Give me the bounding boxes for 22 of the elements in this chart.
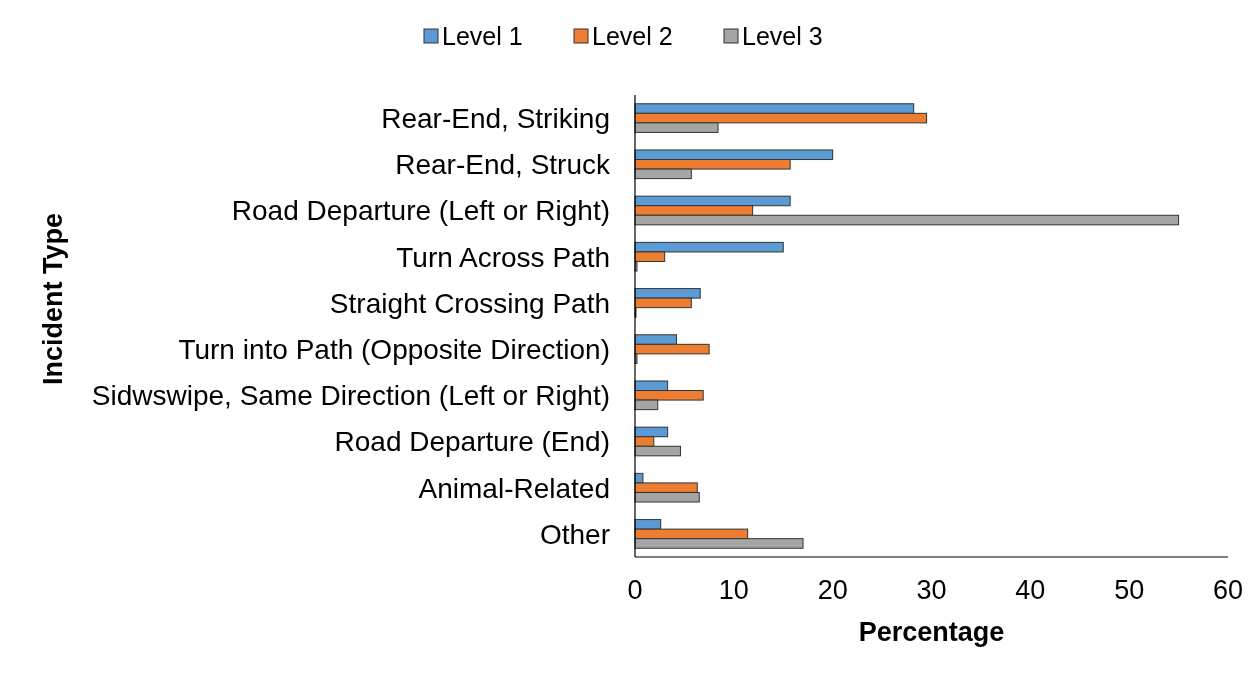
y-tick-label: Other (539, 518, 610, 550)
y-tick-label: Straight Crossing Path (329, 287, 610, 319)
y-tick-label: Rear-End, Struck (395, 149, 611, 181)
y-tick-label: Road Departure (End) (334, 426, 610, 458)
x-tick-label: 20 (817, 575, 848, 605)
y-tick-label: Animal-Related (418, 472, 610, 504)
legend-label: Level 3 (742, 21, 823, 50)
y-tick-label: Turn Across Path (396, 241, 610, 273)
x-tick-label: 10 (718, 575, 749, 605)
y-tick-label: Rear-End, Striking (381, 102, 610, 134)
x-tick-label: 0 (627, 575, 643, 605)
y-tick-label: Road Departure (Left or Right) (231, 195, 610, 227)
x-tick-label: 30 (916, 575, 947, 605)
y-axis-title: Incident Type (38, 212, 68, 386)
x-axis-title: Percentage (858, 617, 1005, 647)
y-tick-label: Turn into Path (Opposite Direction) (178, 333, 610, 365)
x-tick-label: 40 (1015, 575, 1046, 605)
x-tick-label: 60 (1212, 575, 1244, 605)
legend-label: Level 1 (442, 21, 523, 50)
y-tick-label: Sidwswipe, Same Direction (Left or Right) (91, 380, 610, 412)
x-tick-label: 50 (1114, 575, 1145, 605)
legend-label: Level 2 (592, 21, 673, 50)
